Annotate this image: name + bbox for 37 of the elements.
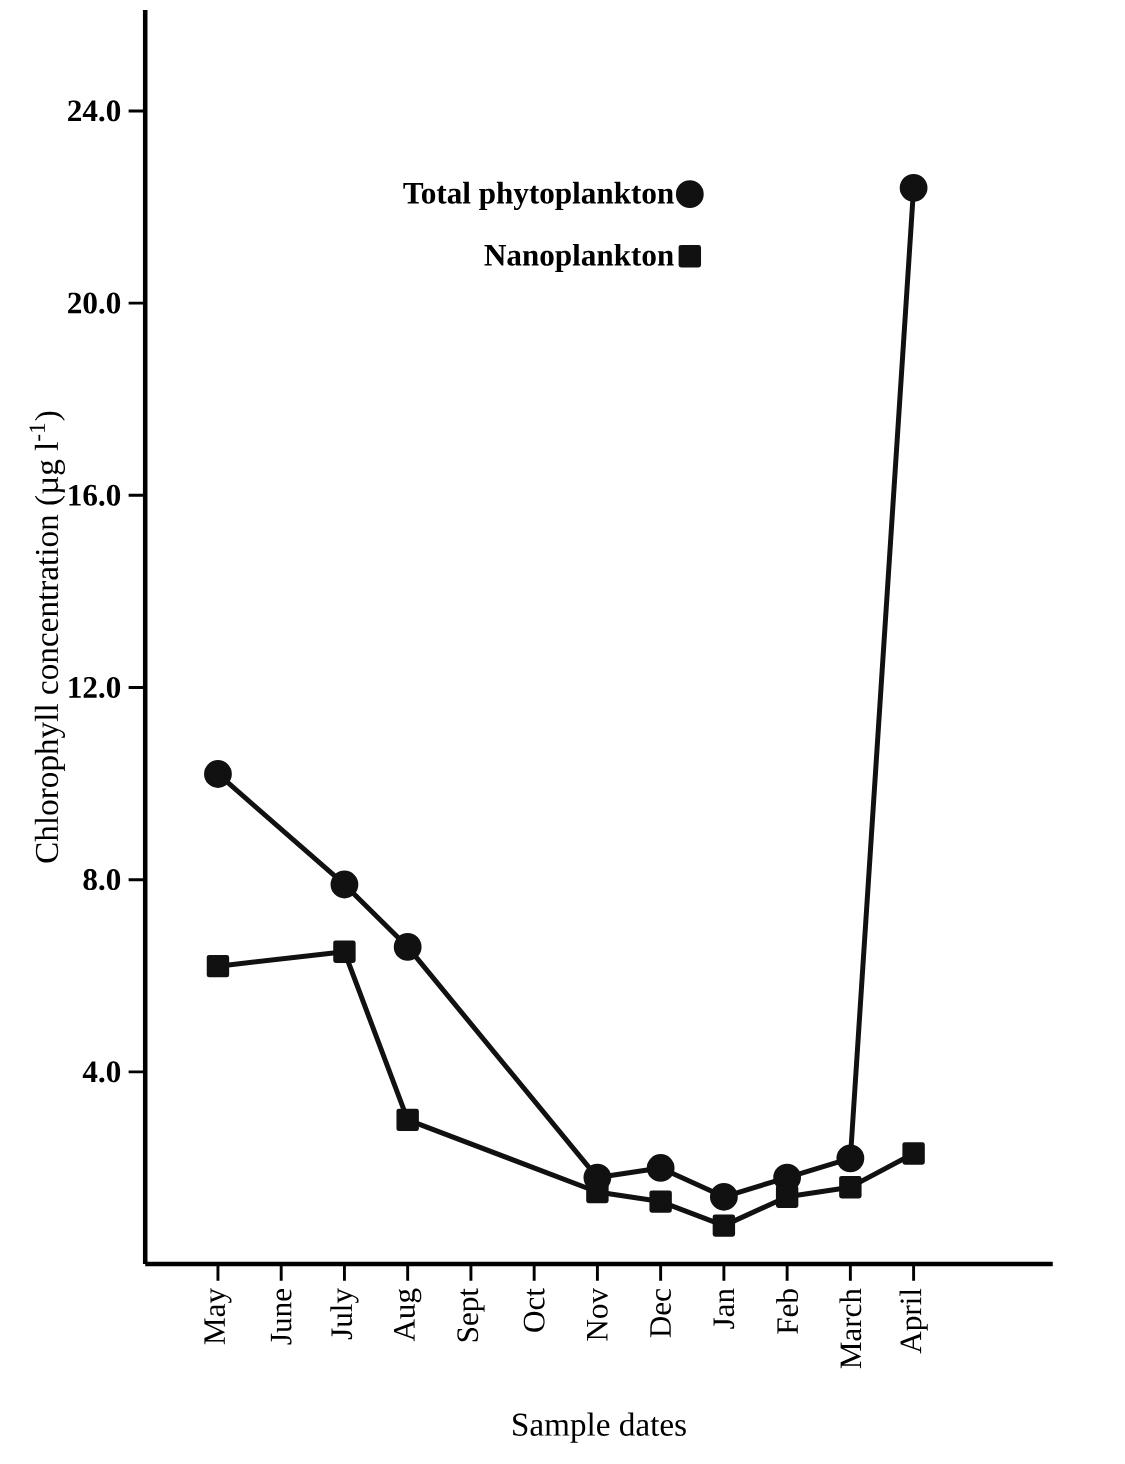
- point: [712, 1214, 736, 1237]
- point: [902, 1142, 925, 1165]
- x-tick-label: April: [899, 1288, 928, 1354]
- y-tick-label: 4.0: [82, 1061, 121, 1083]
- y-tick-label: 20.0: [68, 292, 121, 314]
- legend-label: Nanoplankton: [484, 243, 674, 273]
- x-tick-label: Oct: [523, 1288, 545, 1332]
- point: [206, 954, 230, 978]
- y-tick-label: 16.0: [69, 484, 121, 506]
- x-tick-label: Dec: [650, 1288, 671, 1338]
- point: [649, 1190, 672, 1213]
- point: [839, 1175, 862, 1199]
- point: [204, 760, 232, 788]
- x-tick-label: March: [839, 1288, 862, 1369]
- x-tick-label: July: [330, 1288, 359, 1340]
- point: [775, 1185, 799, 1208]
- point: [899, 173, 928, 202]
- legend-label: Total phytoplankton: [403, 181, 674, 211]
- x-axis-title: Sample dates: [513, 1412, 686, 1443]
- x-tick-label: Jan: [713, 1288, 735, 1329]
- x-tick-label: Feb: [776, 1289, 799, 1334]
- x-tick-label: June: [270, 1289, 292, 1345]
- x-tick-label: May: [204, 1288, 232, 1345]
- y-tick-label: 24.0: [68, 100, 121, 122]
- y-tick-label: 8.0: [83, 869, 121, 891]
- x-tick-label: Aug: [394, 1288, 422, 1342]
- y-axis-title: Chlorophyll concentration (µg l$^{-1}$): [29, 411, 65, 863]
- x-tick-label: Sept: [457, 1288, 485, 1342]
- point: [330, 870, 359, 899]
- y-tick-label: 12.0: [69, 676, 121, 699]
- point: [393, 933, 422, 961]
- point: [836, 1144, 865, 1173]
- point: [709, 1182, 738, 1211]
- point: [333, 940, 356, 963]
- point: [646, 1154, 675, 1182]
- x-tick-label: Nov: [587, 1288, 608, 1341]
- point: [396, 1108, 419, 1132]
